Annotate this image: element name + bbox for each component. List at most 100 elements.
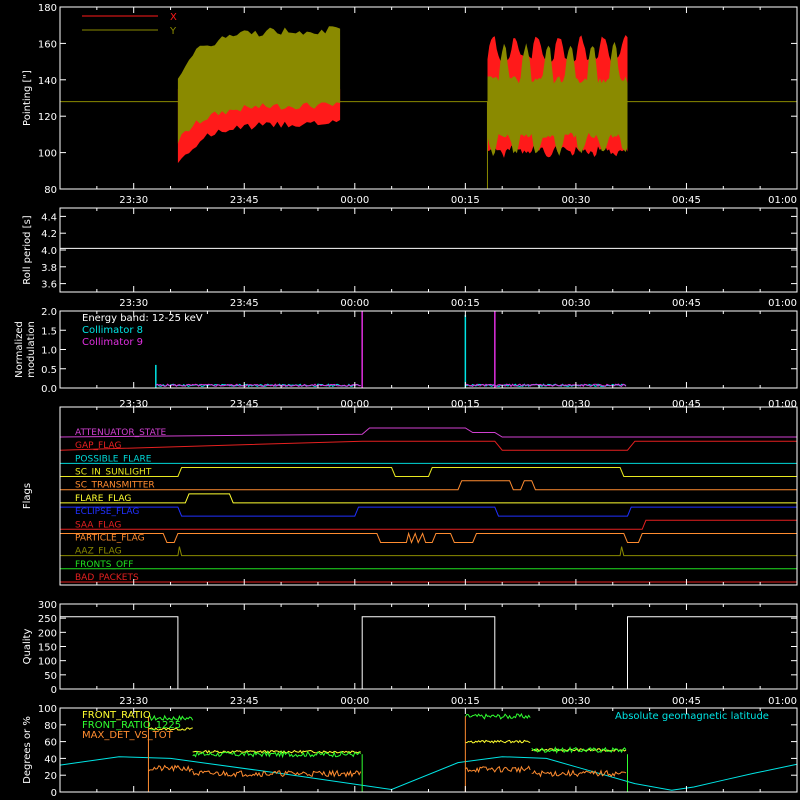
quality-xtick-label: 23:30 bbox=[119, 696, 148, 707]
quality-ytick-label: 300 bbox=[38, 600, 57, 611]
ratio-max_det_vs_tot-trace bbox=[192, 769, 362, 778]
roll-ytick-label: 4.0 bbox=[41, 246, 57, 257]
pointing-ytick-label: 80 bbox=[44, 185, 57, 196]
ratios-ytick-label: 80 bbox=[44, 721, 57, 732]
quality-xtick-label: 00:15 bbox=[451, 696, 480, 707]
ratios-legend-label: MAX_DET_VS_TOT bbox=[82, 730, 174, 741]
flag-label-bad_packets: BAD_PACKETS bbox=[75, 573, 139, 583]
ratios-ylabel: Degrees or % bbox=[22, 716, 33, 784]
quality-xtick-label: 00:45 bbox=[672, 696, 701, 707]
modulation-annotation: Collimator 9 bbox=[82, 337, 143, 348]
roll-xtick-label: 00:45 bbox=[672, 298, 701, 309]
pointing-xtick-label: 23:30 bbox=[119, 195, 148, 206]
quality-ytick-label: 250 bbox=[38, 614, 57, 625]
roll-ytick-label: 4.2 bbox=[41, 229, 57, 240]
quality-xtick-label: 23:45 bbox=[230, 696, 259, 707]
pointing-xtick-label: 00:45 bbox=[672, 195, 701, 206]
flag-label-particle_flag: PARTICLE_FLAG bbox=[75, 533, 145, 543]
modulation-annotation: Collimator 8 bbox=[82, 325, 143, 336]
pointing-xtick-label: 00:00 bbox=[340, 195, 369, 206]
flag-trace-particle_flag bbox=[60, 531, 797, 544]
geomagnetic-latitude-line bbox=[59, 756, 798, 791]
ratios-ytick-label: 100 bbox=[38, 704, 57, 715]
flag-label-flare_flag: FLARE_FLAG bbox=[75, 494, 131, 504]
modulation-ylabel: modulation bbox=[26, 321, 37, 378]
flag-label-gap_flag: GAP_FLAG bbox=[75, 441, 121, 451]
roll-xtick-label: 00:30 bbox=[561, 298, 590, 309]
roll-xtick-label: 00:15 bbox=[451, 298, 480, 309]
quality-ytick-label: 150 bbox=[38, 643, 57, 654]
modulation-xtick-label: 23:45 bbox=[230, 399, 259, 410]
modulation-annotation: Energy band: 12-25 keV bbox=[82, 313, 203, 324]
ratio-front_ratio-trace bbox=[465, 739, 531, 744]
roll-ytick-label: 3.6 bbox=[41, 280, 57, 291]
modulation-collimator_9-trace bbox=[155, 383, 361, 387]
ratios-legend-label: FRONT_RATIO bbox=[82, 710, 151, 721]
flags-frame bbox=[59, 406, 798, 586]
pointing-ytick-label: 180 bbox=[38, 3, 57, 14]
ratio-front_ratio_1225-trace bbox=[148, 714, 194, 722]
modulation-ytick-label: 0.5 bbox=[41, 365, 57, 376]
roll-xtick-label: 23:45 bbox=[230, 298, 259, 309]
modulation-xtick-label: 01:00 bbox=[768, 399, 797, 410]
quality-ytick-label: 100 bbox=[38, 657, 57, 668]
flag-label-sc_transmitter: SC_TRANSMITTER bbox=[75, 481, 155, 491]
geomagnetic-latitude-label: Absolute geomagnetic latitude bbox=[615, 711, 769, 722]
roll-ylabel: Roll period [s] bbox=[22, 215, 33, 284]
pointing-ytick-label: 140 bbox=[38, 76, 57, 87]
modulation-xtick-label: 00:15 bbox=[451, 399, 480, 410]
quality-xtick-label: 00:30 bbox=[561, 696, 590, 707]
flag-trace-eclipse_flag bbox=[60, 506, 797, 517]
ratios-ytick-label: 40 bbox=[44, 754, 57, 765]
modulation-xtick-label: 00:45 bbox=[672, 399, 701, 410]
pointing-ylabel: Pointing ["] bbox=[22, 70, 33, 126]
roll-frame bbox=[59, 207, 798, 293]
modulation-ytick-label: 2.0 bbox=[41, 307, 57, 318]
ratio-front_ratio-trace bbox=[148, 727, 193, 731]
flags-ylabel: Flags bbox=[22, 483, 33, 509]
roll-ytick-label: 3.8 bbox=[41, 263, 57, 274]
modulation-xtick-label: 00:00 bbox=[340, 399, 369, 410]
ratios-ytick-label: 60 bbox=[44, 738, 57, 749]
pointing-ytick-label: 160 bbox=[38, 39, 57, 50]
roll-ytick-label: 4.4 bbox=[41, 212, 57, 223]
quality-ylabel: Quality bbox=[22, 629, 33, 665]
modulation-ylabel: Normalized bbox=[14, 321, 25, 378]
pointing-y-band bbox=[177, 26, 341, 144]
quality-xtick-label: 01:00 bbox=[768, 696, 797, 707]
flag-label-fronts_off: FRONTS_OFF bbox=[75, 560, 133, 570]
ratios-ytick-label: 0 bbox=[51, 788, 57, 799]
quality-ytick-label: 200 bbox=[38, 628, 57, 639]
flag-label-eclipse_flag: ECLIPSE_FLAG bbox=[75, 507, 139, 517]
flag-label-attenuator_state: ATTENUATOR_STATE bbox=[75, 428, 167, 438]
pointing-ytick-label: 120 bbox=[38, 112, 57, 123]
ratios-legend-label: FRONT_RATIO_1225 bbox=[82, 720, 181, 731]
pointing-ytick-label: 100 bbox=[38, 149, 57, 160]
roll-xtick-label: 23:30 bbox=[119, 298, 148, 309]
pointing-y-band bbox=[487, 41, 628, 157]
flag-trace-flare_flag bbox=[60, 493, 797, 504]
flag-trace-aaz_flag bbox=[60, 546, 797, 557]
flag-trace-sc_in_sunlight bbox=[60, 467, 797, 477]
flag-label-sc_in_sunlight: SC_IN_SUNLIGHT bbox=[75, 468, 152, 478]
quality-ytick-label: 0 bbox=[51, 685, 57, 696]
flag-trace-saa_flag bbox=[60, 519, 797, 530]
flag-label-saa_flag: SAA_FLAG bbox=[75, 520, 121, 530]
quality-trace bbox=[60, 616, 797, 690]
flag-trace-sc_transmitter bbox=[60, 480, 797, 491]
modulation-ytick-label: 1.5 bbox=[41, 326, 57, 337]
pointing-xtick-label: 01:00 bbox=[768, 195, 797, 206]
ratio-max_det_vs_tot-trace bbox=[148, 764, 193, 773]
flag-label-aaz_flag: AAZ_FLAG bbox=[75, 547, 122, 557]
pointing-legend-label: Y bbox=[169, 26, 177, 37]
ratio-front_ratio_1225-trace bbox=[531, 746, 627, 754]
pointing-xtick-label: 00:15 bbox=[451, 195, 480, 206]
ratio-front_ratio-trace bbox=[192, 749, 361, 754]
pointing-xtick-label: 00:30 bbox=[561, 195, 590, 206]
modulation-ytick-label: 1.0 bbox=[41, 346, 57, 357]
flag-trace-attenuator_state bbox=[59, 427, 797, 438]
roll-xtick-label: 00:00 bbox=[340, 298, 369, 309]
pointing-xtick-label: 23:45 bbox=[230, 195, 259, 206]
modulation-xtick-label: 00:30 bbox=[561, 399, 590, 410]
